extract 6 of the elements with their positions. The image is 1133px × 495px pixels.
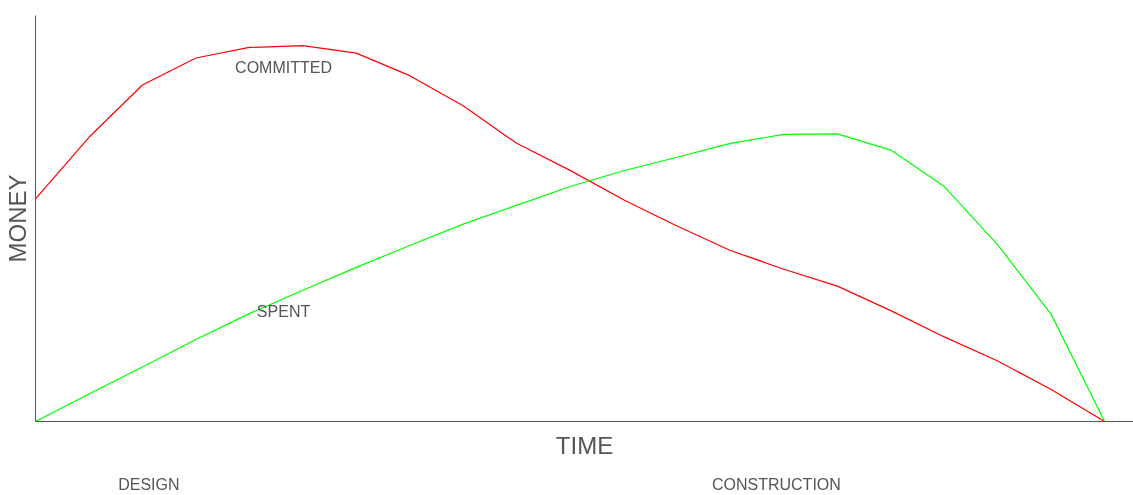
series-label: SPENT	[256, 303, 311, 321]
y-axis-title: MONEY	[3, 174, 31, 263]
text: CONSTRUCTION	[711, 475, 841, 493]
series-label: COMMITTED	[235, 58, 332, 76]
x-axis-title: TIME	[555, 431, 614, 459]
text: DESIGN	[118, 475, 180, 493]
